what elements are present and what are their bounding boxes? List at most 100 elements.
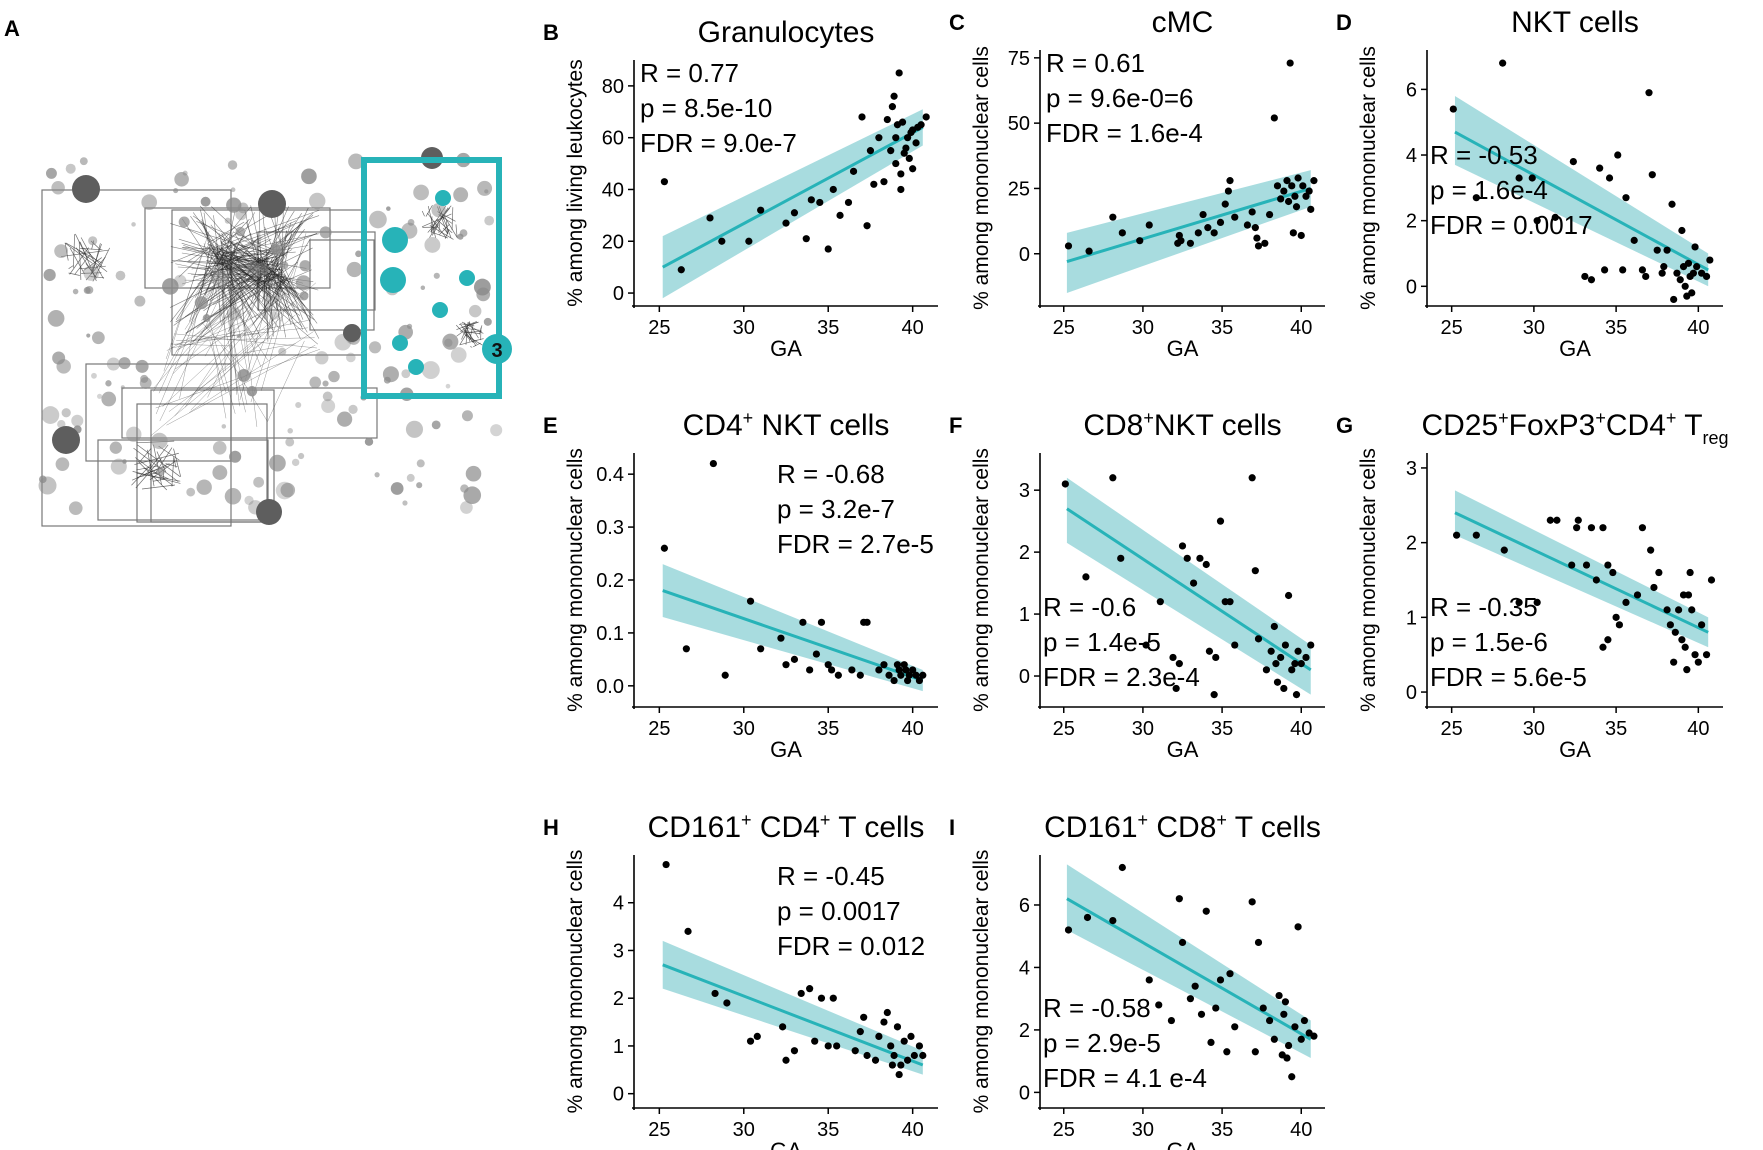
network-edge xyxy=(81,272,102,274)
network-node xyxy=(295,275,311,291)
y-tick-label: 0.0 xyxy=(596,676,624,698)
network-edge xyxy=(210,224,231,250)
data-point xyxy=(1500,546,1508,554)
data-point xyxy=(1691,651,1699,659)
title-part: CD25 xyxy=(1421,409,1498,442)
network-node xyxy=(328,370,340,383)
network-node xyxy=(368,341,382,354)
x-axis-label: GA xyxy=(1167,737,1199,762)
network-node xyxy=(424,236,441,253)
data-point xyxy=(1280,684,1288,693)
network-edge xyxy=(220,214,270,244)
network-edge xyxy=(201,219,221,264)
data-point xyxy=(1573,524,1581,532)
y-tick-label: 40 xyxy=(602,179,624,201)
network-node xyxy=(41,406,60,424)
data-point xyxy=(1210,691,1218,699)
x-tick-label: 30 xyxy=(1523,317,1545,339)
network-edge xyxy=(135,457,174,487)
data-point xyxy=(1175,895,1183,903)
title-part: CD8 xyxy=(1148,811,1216,844)
network-node xyxy=(407,218,415,226)
network-hub-node xyxy=(72,175,100,203)
data-point xyxy=(824,661,832,669)
network-node xyxy=(212,441,227,455)
x-tick-label: 40 xyxy=(1290,718,1312,740)
network-node xyxy=(406,473,415,482)
data-point xyxy=(1294,647,1302,655)
network-node xyxy=(299,291,309,301)
network-edge xyxy=(473,338,484,342)
network-edge xyxy=(228,254,307,269)
network-node xyxy=(115,270,126,281)
network-node xyxy=(186,487,196,497)
data-point xyxy=(1670,295,1678,304)
network-node xyxy=(212,465,228,480)
network-node xyxy=(401,369,411,379)
network-edge xyxy=(222,248,224,319)
network-edge xyxy=(209,341,227,393)
data-point xyxy=(790,655,799,663)
network-edge xyxy=(215,252,234,304)
stat-line: p = 0.0017 xyxy=(777,896,901,926)
network-edge xyxy=(273,260,306,307)
network-node xyxy=(322,391,333,402)
y-tick-label: 60 xyxy=(602,128,624,150)
network-edge xyxy=(159,262,237,422)
data-point xyxy=(816,198,824,207)
data-point xyxy=(1528,174,1536,182)
data-point xyxy=(1286,59,1294,67)
network-hub-node xyxy=(52,426,80,454)
data-point xyxy=(1191,982,1199,990)
data-point xyxy=(746,597,755,605)
network-edge xyxy=(472,342,481,348)
data-point xyxy=(1650,583,1658,592)
network-node xyxy=(88,236,98,246)
data-point xyxy=(1453,531,1461,539)
data-point xyxy=(797,989,805,998)
network-node xyxy=(55,457,70,471)
network-node xyxy=(71,414,84,427)
network-node xyxy=(246,386,258,397)
data-point xyxy=(1261,239,1269,247)
data-point xyxy=(1307,205,1315,213)
network-node xyxy=(109,441,122,454)
y-axis-label: % among mononuclear cells xyxy=(1357,46,1380,310)
data-point xyxy=(890,92,898,100)
y-tick-label: 2 xyxy=(1019,542,1030,564)
data-point xyxy=(1284,591,1293,600)
data-point xyxy=(1283,1054,1291,1062)
x-tick-label: 35 xyxy=(1605,317,1627,339)
network-edge xyxy=(421,210,425,217)
title-part: + xyxy=(820,810,831,830)
network-node xyxy=(235,226,246,237)
network-node xyxy=(140,374,149,383)
data-point xyxy=(1449,105,1457,113)
data-point xyxy=(919,1051,927,1060)
data-point xyxy=(919,671,927,679)
data-point xyxy=(1064,926,1073,934)
network-edge xyxy=(264,226,286,284)
data-point xyxy=(1297,231,1305,240)
panel-a-network: A 3 xyxy=(4,16,512,527)
data-point xyxy=(917,121,925,129)
data-point xyxy=(1265,210,1274,219)
network-node xyxy=(86,333,91,338)
data-point xyxy=(1204,224,1212,232)
x-tick-label: 25 xyxy=(1053,1119,1075,1141)
stat-line: R = 0.77 xyxy=(640,58,739,88)
data-point xyxy=(1645,89,1653,97)
data-point xyxy=(1300,1016,1309,1025)
data-point xyxy=(1568,561,1576,569)
data-point xyxy=(1288,1073,1296,1081)
data-point xyxy=(880,178,888,186)
data-point xyxy=(833,1042,841,1050)
data-point xyxy=(1310,177,1318,185)
data-point xyxy=(904,134,912,142)
title-part: T xyxy=(1676,409,1702,442)
data-point xyxy=(849,167,858,175)
data-point xyxy=(1658,269,1666,277)
data-point xyxy=(875,666,883,674)
data-point xyxy=(1273,182,1282,190)
network-node xyxy=(477,180,493,196)
